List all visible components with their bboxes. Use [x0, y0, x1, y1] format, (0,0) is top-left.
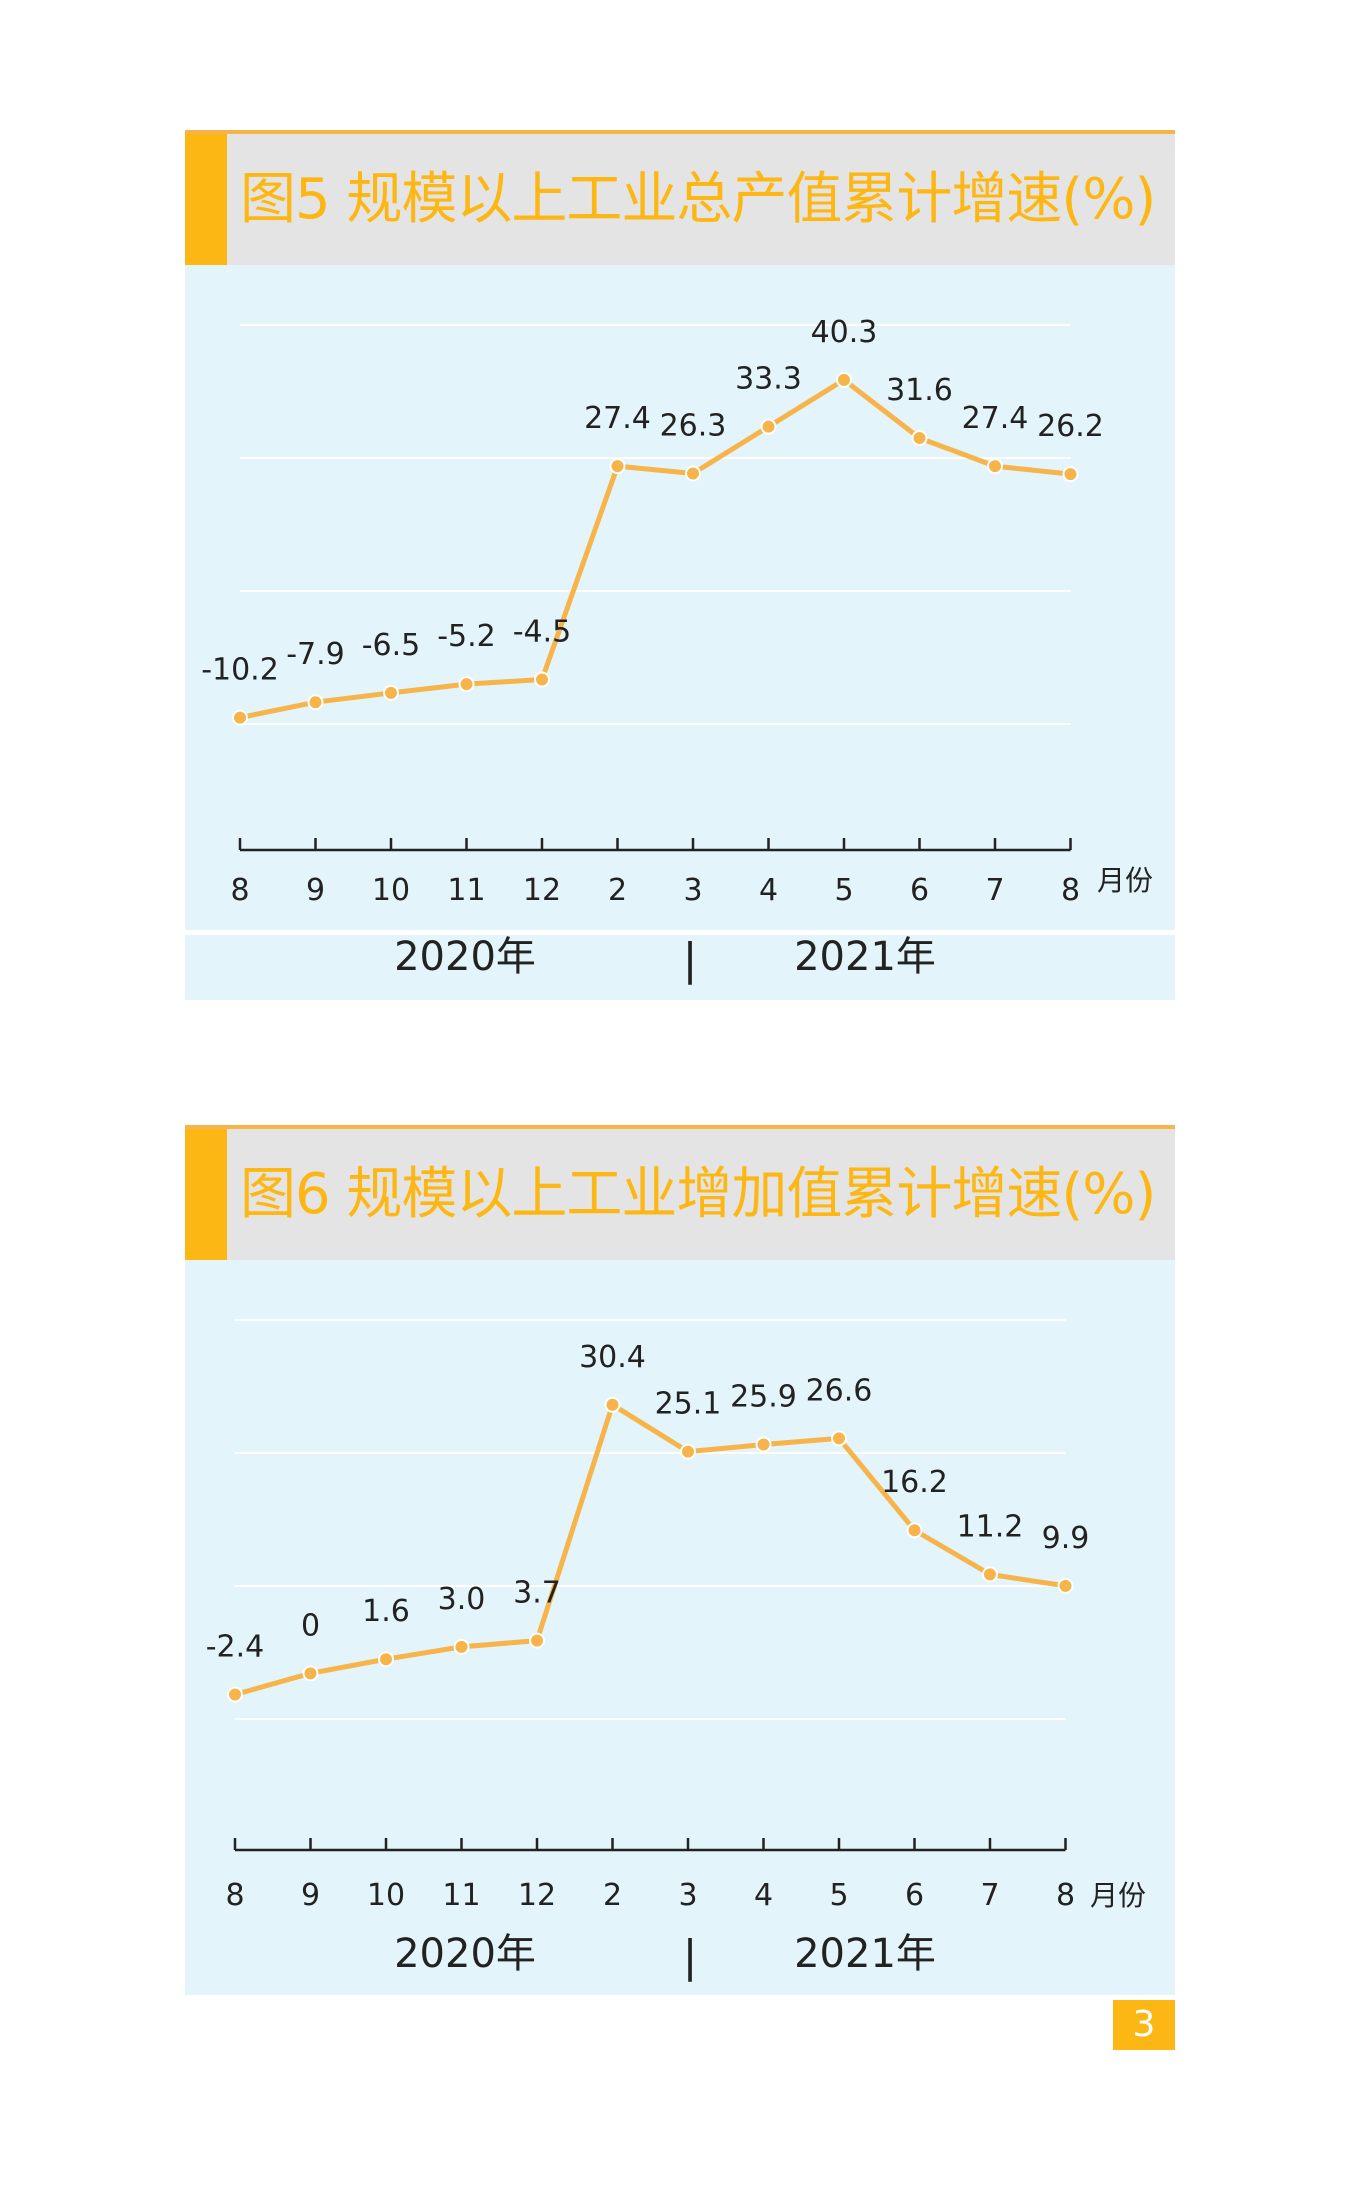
chart5-x-tick-label: 3 [683, 873, 702, 908]
chart6-title-accent [185, 1129, 227, 1260]
chart5-series-line [239, 377, 1071, 721]
chart6-x-tick-label: 2 [603, 1878, 622, 1913]
chart6-x-tick-label: 9 [301, 1878, 320, 1913]
chart5-data-label: 27.4 [584, 401, 651, 436]
chart6-year-separator: | [683, 1931, 698, 1982]
chart5-title-bar: 图5 规模以上工业总产值累计增速(%) [185, 134, 1175, 265]
chart5-data-label: 31.6 [886, 373, 953, 408]
chart5-data-label: 26.2 [1037, 409, 1104, 444]
chart5-data-point [685, 465, 701, 482]
chart5-data-point [760, 418, 777, 435]
chart6-series-line [234, 1402, 1066, 1697]
chart5-x-tick-label: 10 [372, 873, 410, 908]
chart5-data-label: 26.3 [660, 408, 727, 443]
chart6-x-tick-label: 11 [442, 1878, 480, 1913]
chart6-plot-area [185, 1260, 1175, 1935]
chart6-data-point [680, 1443, 696, 1460]
chart6-data-point [1057, 1577, 1074, 1594]
chart6-data-label: -2.4 [206, 1630, 265, 1665]
chart5-x-tick-label: 6 [910, 873, 929, 908]
chart6-x-unit-label: 月份 [1090, 1879, 1146, 1912]
chart6-data-label: 11.2 [957, 1509, 1024, 1544]
chart5-data-point [836, 371, 852, 388]
chart5-year-label-2021: 2021年 [794, 934, 936, 980]
chart5-data-point [232, 709, 248, 726]
chart6-data-point [227, 1686, 243, 1703]
chart5-year-separator: | [683, 934, 698, 985]
chart5-title: 图5 规模以上工业总产值累计增速(%) [240, 167, 1156, 232]
chart5-x-tick-label: 5 [834, 873, 853, 908]
chart5-title-accent [185, 134, 227, 265]
chart6-x-tick-label: 3 [678, 1878, 697, 1913]
chart5-x-tick-label: 7 [985, 873, 1004, 908]
chart6-x-tick-label: 5 [829, 1878, 848, 1913]
chart6-x-tick-label: 7 [980, 1878, 999, 1913]
chart6-data-point [529, 1632, 545, 1649]
chart6-x-tick-label: 8 [225, 1878, 244, 1913]
chart5-data-point [534, 671, 550, 688]
chart5-data-label: 40.3 [811, 315, 878, 350]
chart5-svg: 8 9 10 11 12 2 3 4 5 6 7 8 月份 2020年 | 2021年 -10.2 -7.9 -6.… [201, 315, 1153, 985]
chart5-x-tick-label: 4 [759, 873, 778, 908]
chart6-data-label: 16.2 [881, 1465, 948, 1500]
chart5-data-label: -7.9 [286, 637, 345, 672]
chart5-x-tick-label: 11 [447, 873, 485, 908]
chart5-year-label-2020: 2020年 [394, 934, 536, 980]
page-number: 3 [1113, 2000, 1175, 2050]
chart5-data-point [987, 458, 1003, 475]
chart6-data-label: 3.7 [513, 1576, 561, 1611]
chart5-x-tick-label: 2 [608, 873, 627, 908]
chart5-x-unit-label: 月份 [1097, 864, 1153, 897]
chart6-data-point [604, 1396, 621, 1413]
chart5-data-point [911, 430, 928, 447]
chart5-data-label: -4.5 [513, 614, 572, 649]
chart5-plot-area [185, 265, 1175, 930]
chart6-data-point [755, 1436, 772, 1453]
chart6-data-label: 1.6 [362, 1594, 410, 1629]
chart5-year-band [185, 935, 1175, 1000]
chart6-x-tick-label: 8 [1056, 1878, 1075, 1913]
chart6-data-label: 25.1 [655, 1387, 722, 1422]
chart6-title-bar: 图6 规模以上工业增加值累计增速(%) [185, 1129, 1175, 1260]
chart6-data-label: 26.6 [806, 1373, 873, 1408]
chart6-year-label-2021: 2021年 [794, 1931, 936, 1977]
chart5-x-tick-label: 9 [306, 873, 325, 908]
chart6-data-point [453, 1638, 470, 1655]
chart6-x-tick-label: 12 [518, 1878, 556, 1913]
chart5-x-tick-label: 8 [1061, 873, 1080, 908]
chart6-data-label: 3.0 [438, 1582, 486, 1617]
chart6-data-point [302, 1665, 319, 1682]
chart5-panel: 图5 规模以上工业总产值累计增速(%) 8 9 10 11 12 2 3 4 5 6 7 8 月份 202… [185, 130, 1175, 1000]
chart6-year-label-2020: 2020年 [394, 1931, 536, 1977]
chart5-data-label: -6.5 [362, 628, 421, 663]
chart6-data-point [378, 1651, 394, 1668]
chart6-x-tick-label: 4 [754, 1878, 773, 1913]
chart6-svg: 8 9 10 11 12 2 3 4 5 6 7 8 月份 2020年 | 2021年 -2.4 0 1.6 3.0 3… [206, 1319, 1146, 1982]
chart5-data-point [383, 684, 399, 701]
chart5-top-rule [185, 130, 1175, 134]
chart6-top-rule [185, 1125, 1175, 1129]
chart6-panel: 图6 规模以上工业增加值累计增速(%) 8 9 10 11 12 2 3 4 5 6 7 8 月份 202… [185, 1125, 1175, 1995]
chart6-data-point [982, 1566, 998, 1583]
chart6-x-tick-label: 10 [367, 1878, 405, 1913]
chart5-data-label: 33.3 [735, 362, 802, 397]
chart5-data-label: 27.4 [962, 401, 1029, 436]
chart5-data-point [1062, 466, 1079, 483]
chart5-data-label: -5.2 [437, 619, 496, 654]
chart6-data-label: 0 [301, 1608, 320, 1643]
chart5-data-point [609, 458, 626, 475]
chart6-data-label: 25.9 [730, 1380, 797, 1415]
chart6-data-point [906, 1522, 923, 1539]
chart6-data-label: 30.4 [579, 1340, 646, 1375]
chart6-title: 图6 规模以上工业增加值累计增速(%) [240, 1162, 1156, 1227]
chart5-data-point [458, 676, 475, 693]
chart5-data-label: -10.2 [201, 653, 279, 688]
chart6-year-band [185, 1935, 1175, 1995]
chart5-x-tick-label: 12 [523, 873, 561, 908]
chart6-x-tick-label: 6 [905, 1878, 924, 1913]
chart6-data-point [831, 1430, 847, 1447]
chart5-x-tick-label: 8 [230, 873, 249, 908]
chart5-data-point [307, 694, 324, 711]
chart6-data-label: 9.9 [1042, 1521, 1090, 1556]
